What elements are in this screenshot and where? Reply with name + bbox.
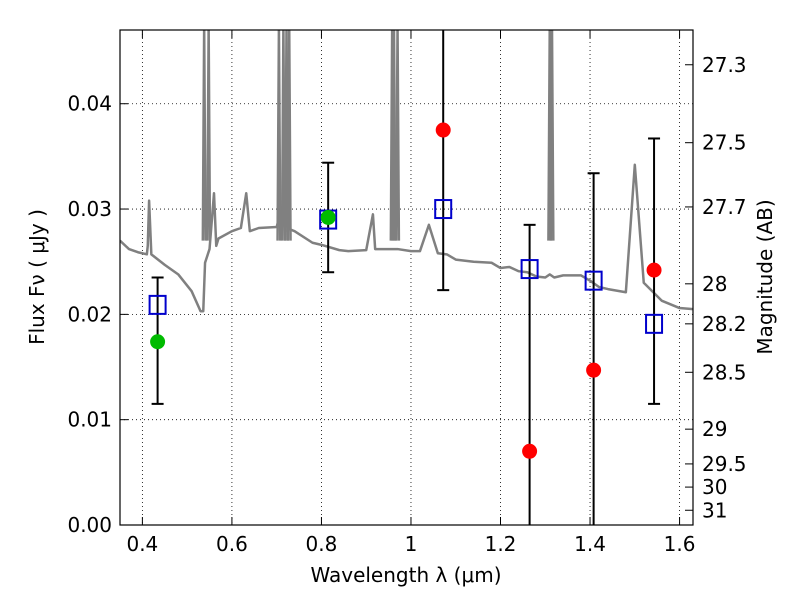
y-tick-label: 0.04 — [67, 92, 112, 116]
model-square — [434, 199, 453, 220]
sed-emission-line — [549, 30, 555, 241]
x-tick-label: 0.8 — [306, 532, 338, 556]
y2-tick-label: 30 — [702, 475, 727, 499]
observed-point — [150, 334, 166, 350]
plot-frame — [119, 29, 694, 526]
sed-emission-line — [391, 30, 397, 241]
sed-emission-line — [280, 30, 286, 241]
model-square — [148, 294, 167, 315]
grid — [120, 30, 693, 526]
y2-tick-label: 31 — [702, 498, 727, 522]
y-tick-label: 0.03 — [67, 197, 112, 221]
observed-point — [586, 362, 602, 378]
y-tick-label: 0.00 — [67, 513, 112, 537]
y-tick-label: 0.02 — [67, 302, 112, 326]
x-tick-label: 1.4 — [574, 532, 606, 556]
y2-axis-title: Magnitude (AB) — [753, 199, 777, 354]
y-axis-title: Flux Fν ( μJy ) — [25, 209, 49, 345]
sed-emission-line — [276, 30, 282, 241]
axes: 0.4 0.6 0.8 1 1.2 1.4 1.6 0.00 0.01 0.02 0.03 0.04 2… — [67, 30, 747, 556]
y2-tick-label: 28.5 — [702, 360, 747, 384]
sed-emission-line — [286, 30, 292, 241]
model-square — [584, 270, 603, 291]
y2-tick-label: 27.5 — [702, 131, 747, 155]
markers — [148, 30, 664, 525]
y2-tick-label: 28 — [702, 272, 727, 296]
observed-point — [435, 122, 451, 138]
plot-area — [120, 30, 693, 313]
observed-point — [320, 209, 336, 225]
observed-point — [522, 443, 538, 459]
y2-tick-label: 29 — [702, 417, 727, 441]
x-axis-title: Wavelength λ (μm) — [310, 563, 501, 587]
model-square — [645, 313, 664, 334]
y2-tick-label: 29.5 — [702, 452, 747, 476]
sed-line — [120, 163, 693, 313]
y2-tick-label: 27.7 — [702, 195, 747, 219]
x-tick-label: 1.6 — [664, 532, 696, 556]
y-tick-label: 0.01 — [67, 408, 112, 432]
sed-emission-line — [206, 30, 212, 241]
x-tick-label: 0.4 — [126, 532, 158, 556]
x-tick-label: 1 — [405, 532, 418, 556]
x-tick-label: 1.2 — [485, 532, 517, 556]
model-square — [520, 259, 539, 280]
y2-tick-label: 27.3 — [702, 53, 747, 77]
x-tick-label: 0.6 — [216, 532, 248, 556]
sed-emission-line — [201, 30, 207, 241]
sed-emission-line — [394, 30, 401, 241]
observed-point — [646, 262, 662, 278]
y2-tick-label: 28.2 — [702, 312, 747, 336]
